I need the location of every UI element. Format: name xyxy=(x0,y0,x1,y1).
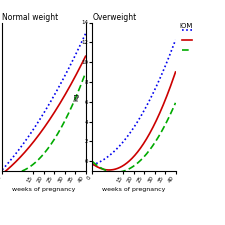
Text: Overweight: Overweight xyxy=(92,13,136,22)
Legend: , , : , , xyxy=(182,28,193,53)
Text: Normal weight: Normal weight xyxy=(2,13,58,22)
Text: IOM: IOM xyxy=(180,22,193,29)
X-axis label: weeks of pregnancy: weeks of pregnancy xyxy=(12,187,76,191)
Y-axis label: kg: kg xyxy=(74,92,80,101)
X-axis label: weeks of pregnancy: weeks of pregnancy xyxy=(102,187,166,191)
